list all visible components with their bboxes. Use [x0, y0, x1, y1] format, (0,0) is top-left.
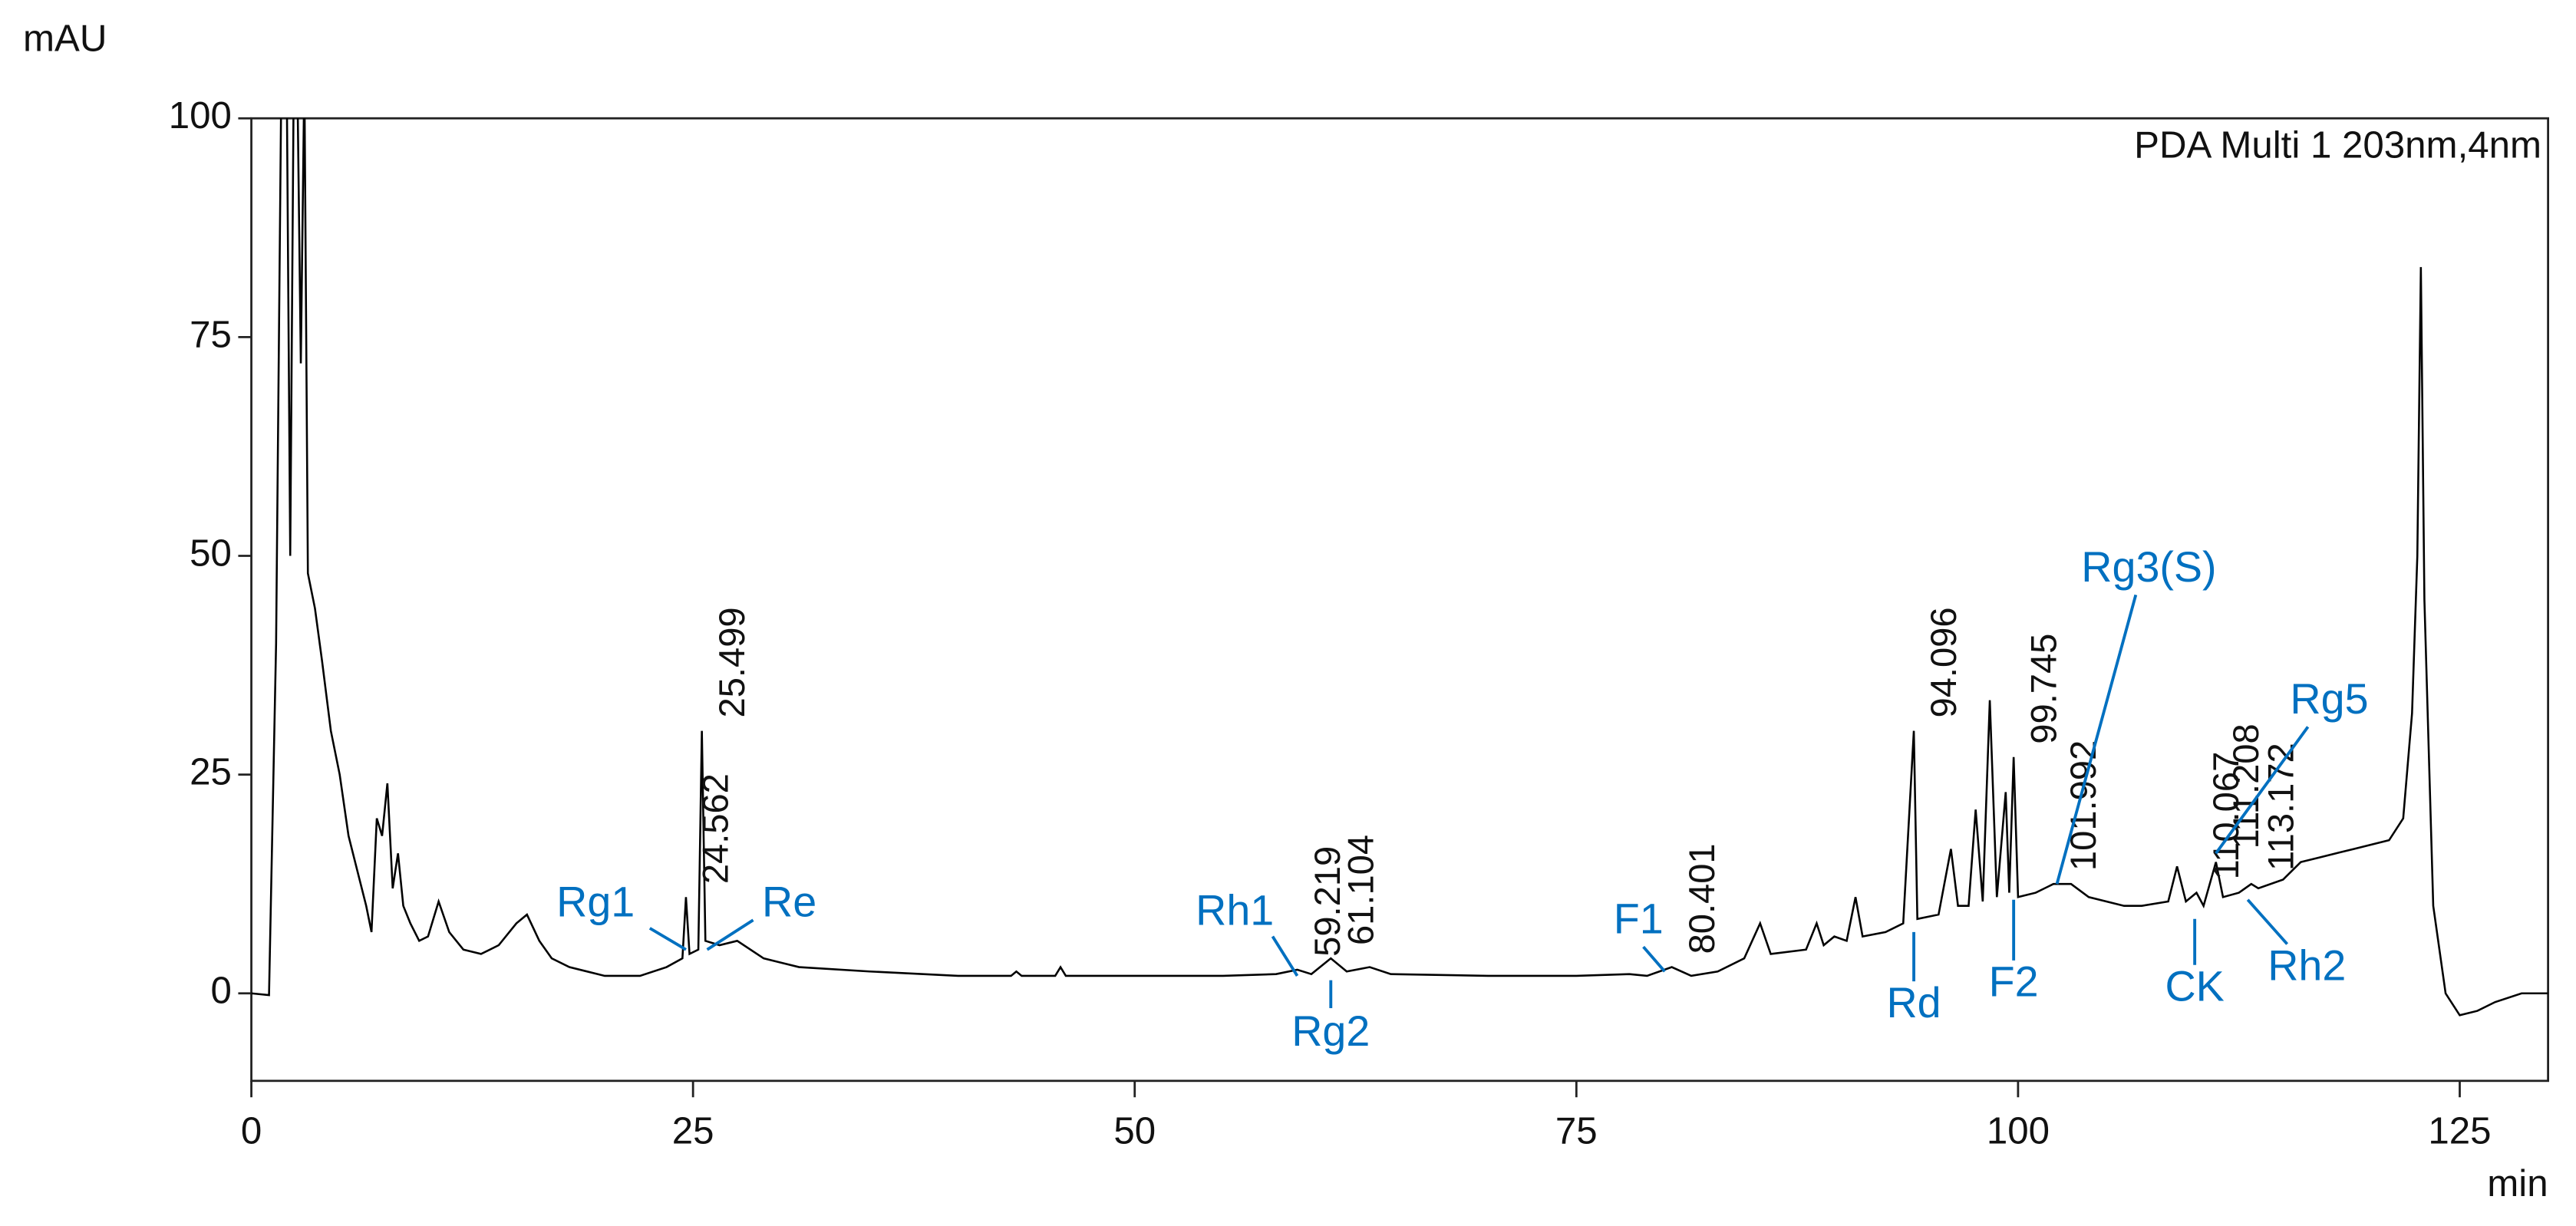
compound-label: F1	[1614, 895, 1664, 943]
compound-label: Re	[762, 878, 816, 926]
trace	[251, 118, 2548, 1017]
y-tick-label: 25	[190, 751, 232, 793]
compound-label: F2	[1989, 958, 2039, 1006]
x-axis-label: min	[2487, 1162, 2548, 1205]
x-tick-label: 50	[1113, 1109, 1156, 1152]
y-tick-label: 100	[169, 94, 232, 137]
compound-leader	[1642, 945, 1666, 973]
compound-leader	[2246, 898, 2289, 945]
y-axis-label: mAU	[23, 18, 107, 60]
compound-leader	[1271, 935, 1299, 977]
compound-leader	[2055, 594, 2138, 885]
peak-label: 94.096	[1923, 607, 1964, 717]
peak-label: 25.499	[711, 607, 752, 717]
x-tick-label: 75	[1555, 1109, 1598, 1152]
annotation: PDA Multi 1 203nm,4nm	[2134, 124, 2541, 166]
peak-label: 101.992	[2063, 740, 2103, 871]
compound-leader	[706, 918, 754, 951]
compound-label: Rg2	[1291, 1007, 1370, 1055]
peak-label: 80.401	[1681, 843, 1722, 954]
plot-frame	[250, 117, 2549, 1083]
peak-label: 59.219	[1307, 846, 1347, 957]
peak-label: 61.104	[1341, 835, 1381, 945]
compound-leader	[2215, 726, 2310, 855]
x-tick-label: 125	[2428, 1109, 2491, 1152]
peak-label: 111.208	[2225, 723, 2266, 849]
compound-label: CK	[2165, 963, 2224, 1010]
y-tick-label: 0	[210, 970, 231, 1012]
compound-label: Rd	[1886, 979, 1941, 1027]
compound-leader	[648, 927, 687, 951]
x-tick-label: 25	[672, 1109, 714, 1152]
compound-label: Rh1	[1196, 886, 1274, 934]
compound-label: Rh2	[2268, 941, 2346, 989]
peak-label: 110.067	[2205, 752, 2246, 880]
x-tick-label: 100	[1987, 1109, 2050, 1152]
peak-label: 24.562	[694, 773, 735, 884]
y-tick-label: 50	[190, 532, 232, 574]
x-tick-label: 0	[241, 1109, 262, 1152]
y-tick-label: 75	[190, 313, 232, 355]
compound-label: Rg3(S)	[2081, 543, 2216, 591]
compound-label: Rg1	[556, 878, 635, 926]
compound-label: Rg5	[2290, 675, 2368, 723]
peak-label: 99.745	[2023, 634, 2063, 744]
